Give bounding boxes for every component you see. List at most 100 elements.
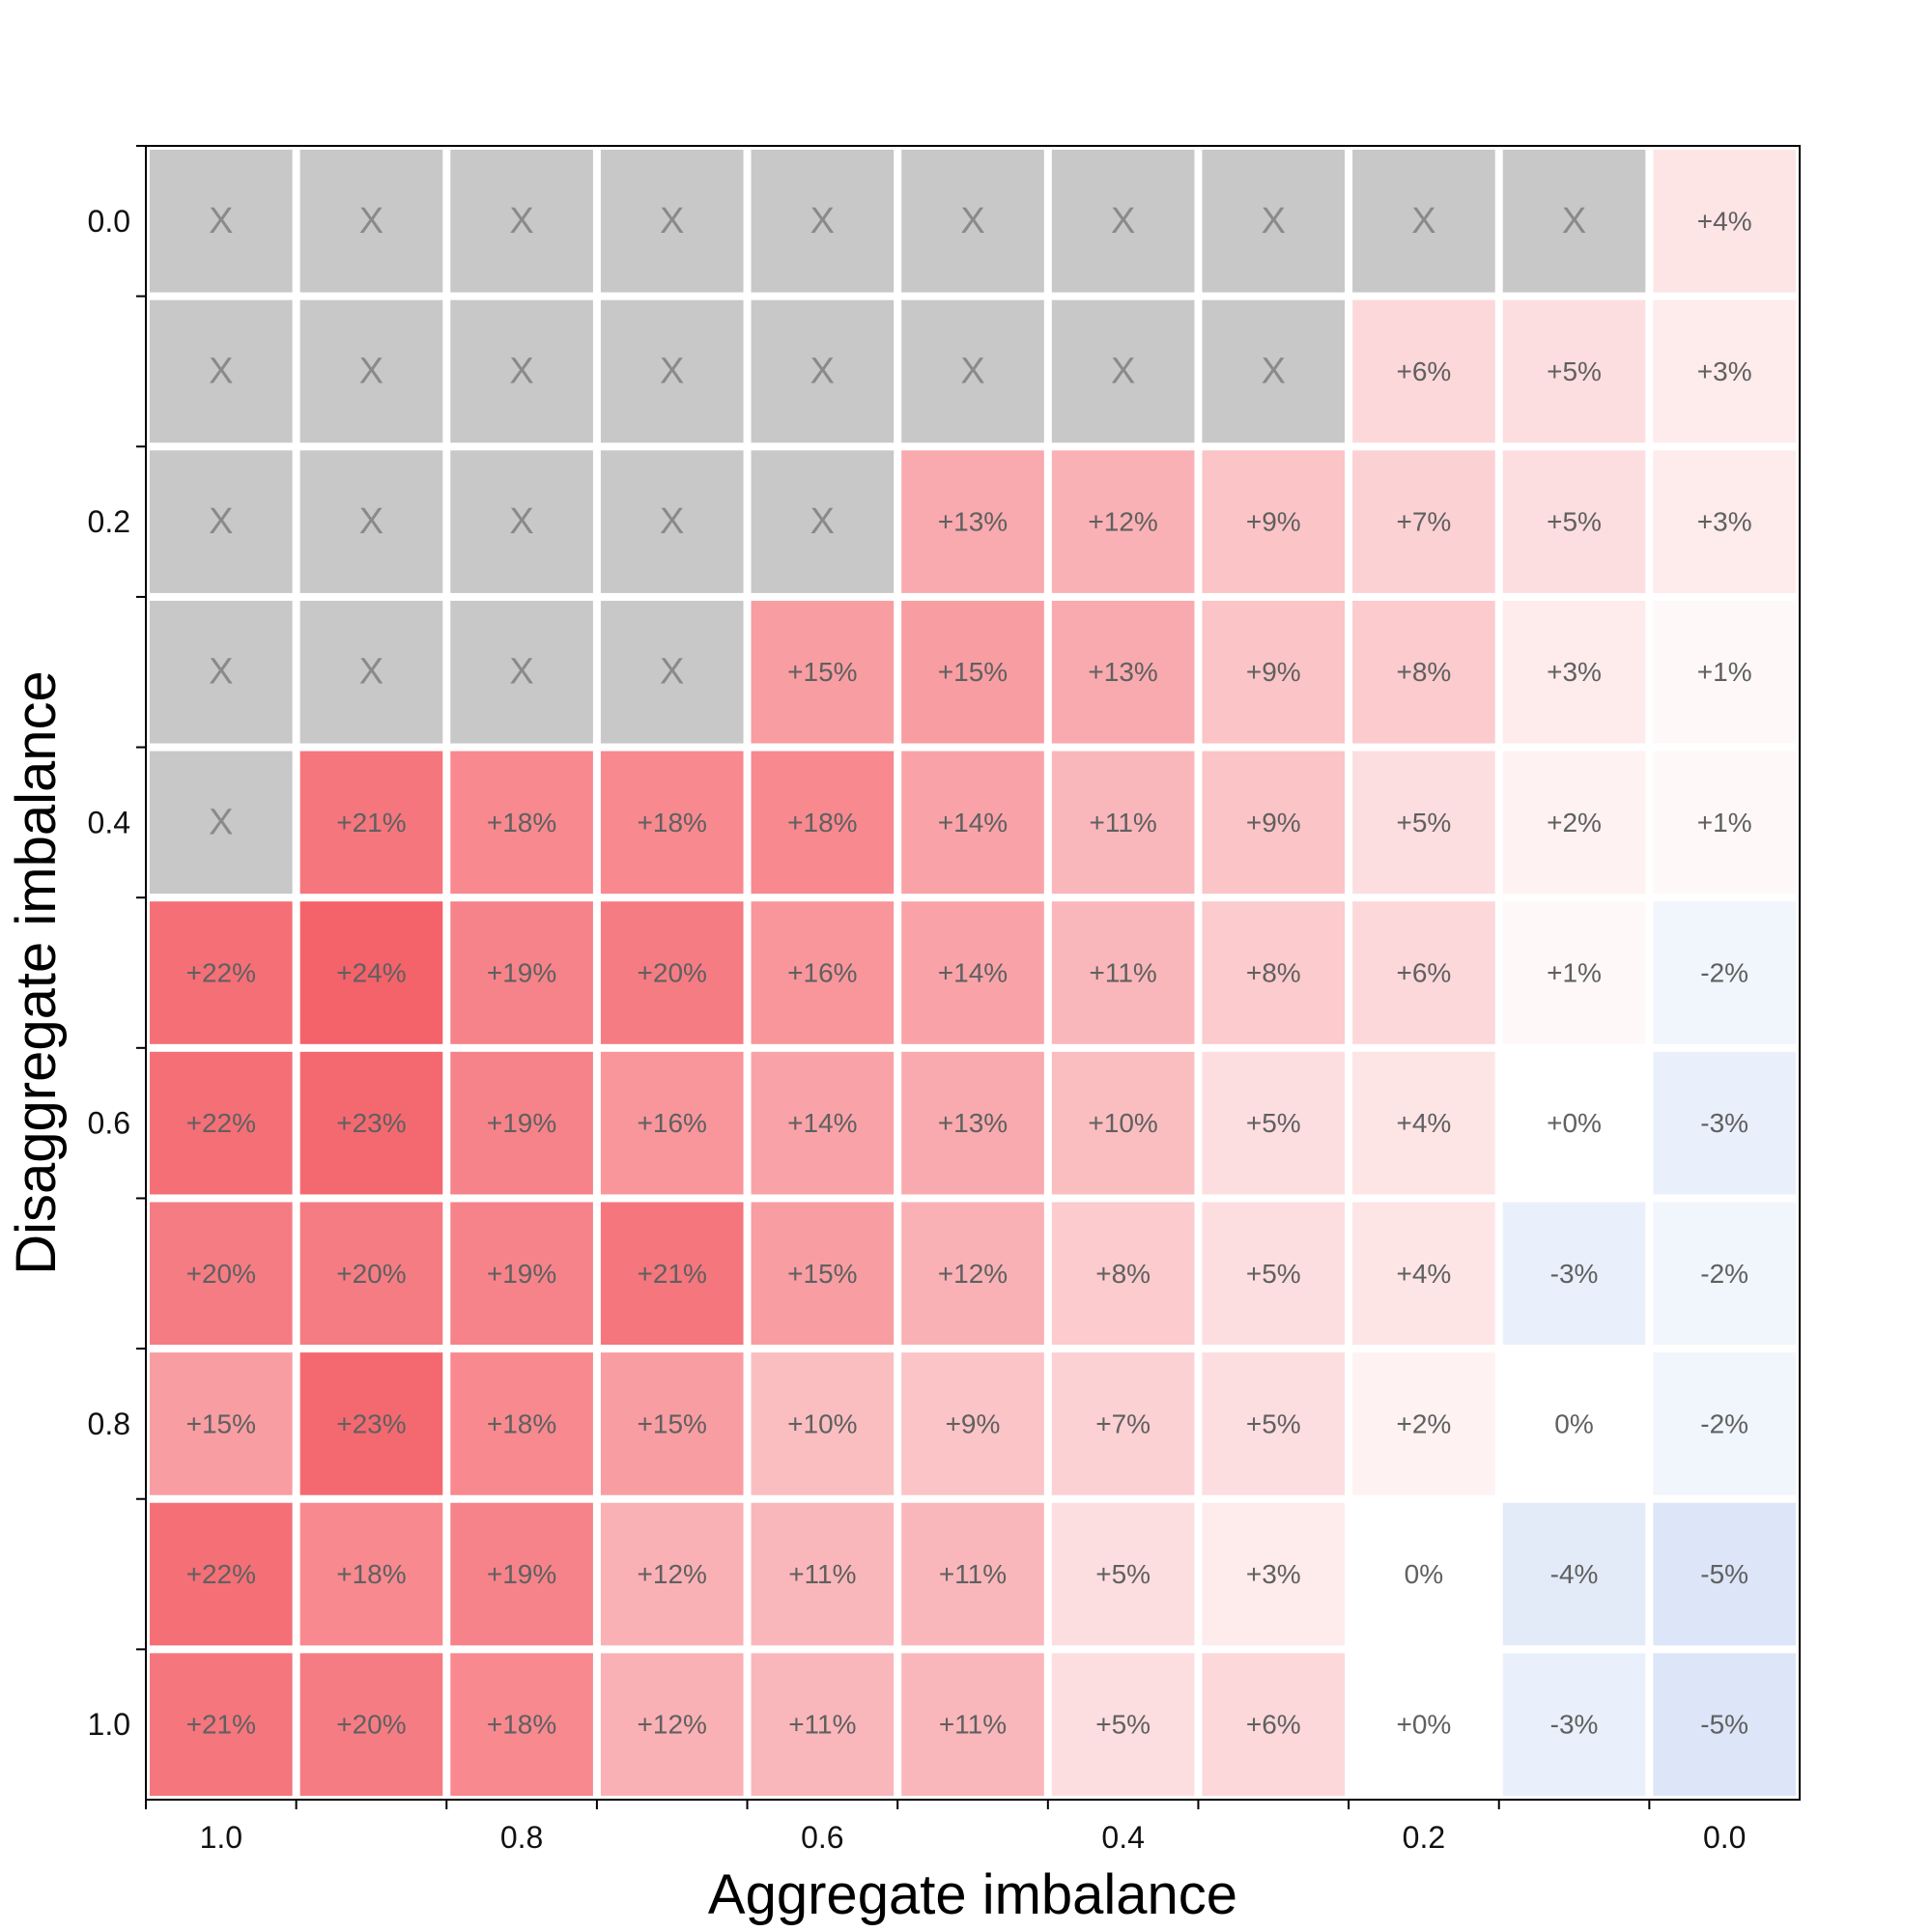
heatmap-cell: [1051, 150, 1195, 293]
heatmap-cell: [299, 901, 443, 1044]
y-tick-label: 0.8: [88, 1406, 130, 1441]
cell-value-label: +12%: [638, 1710, 707, 1740]
cell-value-label: +15%: [787, 1259, 857, 1289]
cell-value-label: +8%: [1095, 1259, 1151, 1289]
heatmap-cell: [751, 299, 895, 443]
heatmap-cell: [150, 901, 293, 1044]
heatmap-cell: [751, 1202, 895, 1346]
heatmap-cell: [450, 751, 593, 895]
invalid-cell-mark: X: [209, 351, 233, 391]
heatmap-cell: [600, 751, 744, 895]
invalid-cell-mark: X: [810, 201, 835, 242]
cell-value-label: +12%: [1088, 507, 1157, 537]
cell-value-label: +18%: [638, 808, 707, 838]
heatmap-cell: [1051, 600, 1195, 744]
heatmap-cell: [751, 901, 895, 1044]
heatmap-cell: [1202, 600, 1346, 744]
heatmap-cell: [299, 600, 443, 744]
invalid-cell-mark: X: [660, 201, 684, 242]
heatmap-cell: [150, 1653, 293, 1796]
axis-ticks: 1.0 0.8 0.6 0.4 0.2 0.0 0.0 0.2 0.4 0.6 0.8 1.0: [88, 145, 1746, 1855]
plot-frame: [145, 145, 1801, 1801]
heatmap-cell: [901, 450, 1044, 593]
cell-value-label: +5%: [1396, 808, 1451, 838]
cell-value-label: +20%: [336, 1710, 406, 1740]
heatmap-cell: [1352, 600, 1495, 744]
cell-value-label: +18%: [487, 808, 556, 838]
invalid-cell-mark: X: [359, 351, 384, 391]
heatmap-cell: [299, 299, 443, 443]
cell-value-label: +13%: [938, 1108, 1008, 1138]
invalid-cell-mark: X: [1411, 201, 1435, 242]
invalid-cell-mark: X: [810, 351, 835, 391]
heatmap-cell: [150, 1051, 293, 1195]
x-axis-title: Aggregate imbalance: [708, 1863, 1237, 1926]
heatmap-cell: [1653, 150, 1796, 293]
heatmap-cell: [1502, 600, 1646, 744]
heatmap-cell: [901, 299, 1044, 443]
cell-value-label: +15%: [186, 1408, 256, 1438]
cell-value-label: +18%: [336, 1559, 406, 1589]
invalid-cell-mark: X: [1262, 351, 1286, 391]
heatmap-cell: [1653, 1352, 1796, 1495]
cell-value-label: +15%: [938, 657, 1008, 687]
cell-value-label: +21%: [336, 808, 406, 838]
cell-value-label: +5%: [1095, 1559, 1151, 1589]
heatmap-cell: [1051, 901, 1195, 1044]
cell-value-label: +12%: [938, 1259, 1008, 1289]
heatmap-cell: [1352, 1653, 1495, 1796]
cell-value-label: +11%: [1089, 808, 1156, 838]
heatmap-cell: [1352, 751, 1495, 895]
invalid-cell-mark: X: [660, 652, 684, 693]
heatmap-cell: [751, 1051, 895, 1195]
cell-value-label: +3%: [1697, 356, 1752, 386]
cell-value-label: +5%: [1095, 1710, 1151, 1740]
heatmap-cell: [901, 150, 1044, 293]
cell-value-label: +22%: [186, 1559, 256, 1589]
cell-value-label: +6%: [1396, 958, 1451, 988]
heatmap-cell: [1502, 299, 1646, 443]
heatmap-cell: [751, 450, 895, 593]
cell-value-label: +1%: [1547, 958, 1602, 988]
heatmap-cell: [1502, 1051, 1646, 1195]
heatmap-cell: [600, 450, 744, 593]
heatmap-cell: [901, 600, 1044, 744]
cell-value-label: +18%: [487, 1710, 556, 1740]
heatmap-cell: [1352, 299, 1495, 443]
x-tick-label: 0.6: [801, 1820, 843, 1855]
cell-value-label: +11%: [788, 1710, 856, 1740]
heatmap-cell: [150, 450, 293, 593]
heatmap-cell: [901, 1352, 1044, 1495]
heatmap-cell: [600, 1653, 744, 1796]
heatmap-cell: [751, 751, 895, 895]
cell-value-label: -3%: [1550, 1710, 1599, 1740]
heatmap-cell: [1051, 299, 1195, 443]
cell-value-label: +9%: [1246, 808, 1301, 838]
invalid-cell-mark: X: [359, 501, 384, 542]
cell-value-label: +15%: [638, 1408, 707, 1438]
cell-value-label: +1%: [1697, 808, 1752, 838]
x-tick-label: 0.2: [1403, 1820, 1445, 1855]
cell-value-label: +21%: [186, 1710, 256, 1740]
cell-value-label: +4%: [1396, 1108, 1451, 1138]
invalid-cell-mark: X: [359, 652, 384, 693]
heatmap-cell: [150, 600, 293, 744]
invalid-cell-mark: X: [509, 201, 533, 242]
invalid-cell-mark: X: [1111, 351, 1135, 391]
cell-value-label: +23%: [336, 1108, 406, 1138]
x-tick-label: 0.0: [1703, 1820, 1746, 1855]
cell-value-label: +14%: [938, 808, 1008, 838]
invalid-cell-mark: X: [509, 652, 533, 693]
heatmap-cell: [1653, 600, 1796, 744]
cell-value-label: +5%: [1246, 1259, 1301, 1289]
cell-value-label: +23%: [336, 1408, 406, 1438]
heatmap-cell: [600, 1202, 744, 1346]
heatmap-cell: [299, 1202, 443, 1346]
heatmap-cell: [901, 901, 1044, 1044]
heatmap-cell: [299, 751, 443, 895]
cell-value-label: -4%: [1550, 1559, 1599, 1589]
heatmap-cell: [600, 150, 744, 293]
heatmap-cell: [450, 1202, 593, 1346]
cell-value-label: +24%: [336, 958, 406, 988]
cell-value-label: +19%: [487, 1108, 556, 1138]
